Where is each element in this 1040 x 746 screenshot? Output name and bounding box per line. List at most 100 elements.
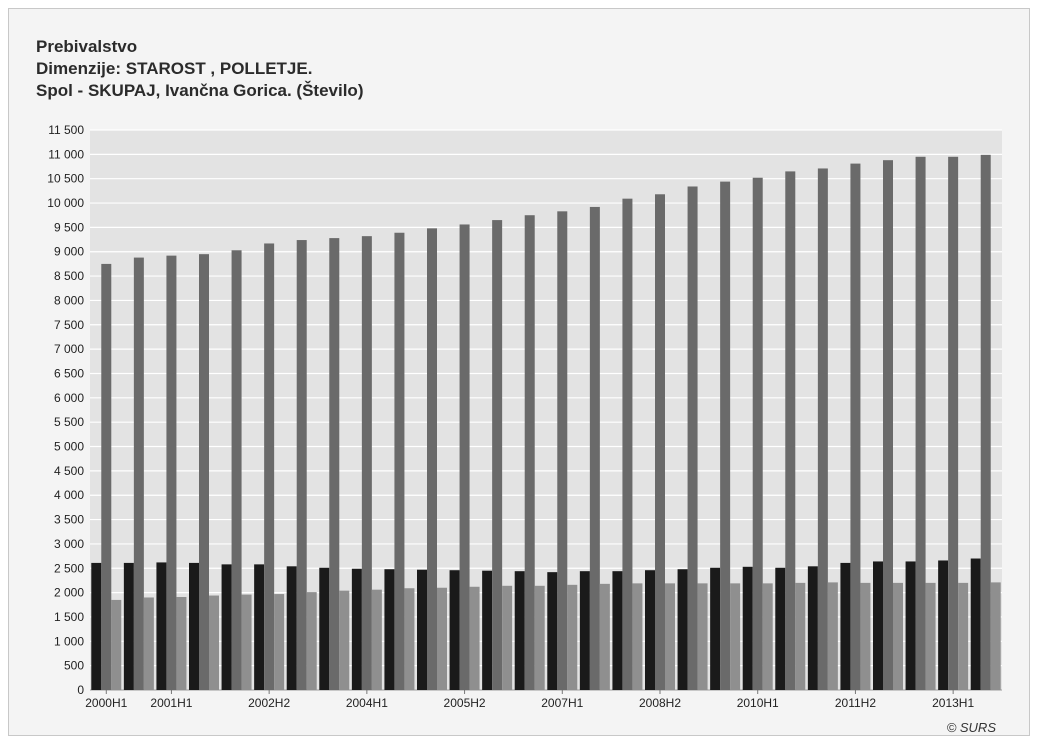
y-tick-label: 7 500: [54, 318, 84, 332]
bar: [622, 198, 633, 690]
bar: [807, 566, 818, 690]
y-tick-label: 5 500: [54, 415, 84, 429]
y-tick-label: 5 000: [54, 440, 84, 454]
bar: [687, 186, 698, 691]
y-tick-label: 11 500: [48, 123, 84, 137]
bar: [990, 582, 1001, 690]
x-tick-label: 2011H2: [835, 696, 876, 710]
y-tick-label: 2 500: [54, 561, 84, 575]
bar: [567, 584, 578, 690]
bar: [319, 567, 330, 690]
bar: [795, 582, 806, 690]
bar: [176, 596, 187, 690]
bar: [143, 597, 154, 690]
y-tick-label: 2 000: [54, 586, 84, 600]
bar: [231, 250, 242, 690]
bar: [296, 240, 307, 690]
bar: [254, 564, 265, 690]
x-tick-label: 2013H1: [932, 696, 974, 710]
bar: [189, 562, 199, 690]
bar: [221, 564, 232, 690]
x-tick-label: 2007H1: [541, 696, 583, 710]
bar: [427, 228, 437, 690]
bar: [925, 582, 936, 690]
bar: [599, 583, 610, 690]
x-tick-label: 2001H1: [150, 696, 192, 710]
bar: [677, 569, 688, 690]
bar: [645, 570, 655, 690]
bar: [209, 595, 219, 690]
bar: [404, 588, 415, 690]
bar: [534, 585, 545, 690]
bar: [351, 568, 362, 690]
bar: [459, 224, 470, 691]
bar: [417, 569, 427, 690]
y-tick-label: 1 000: [54, 634, 84, 648]
bar: [730, 583, 741, 690]
y-tick-label: 8 000: [54, 293, 84, 307]
bar: [762, 583, 773, 690]
x-tick-label: 2000H1: [85, 696, 127, 710]
x-tick-label: 2008H2: [639, 696, 681, 710]
y-tick-label: 4 000: [54, 488, 84, 502]
bar: [827, 582, 838, 690]
bar: [264, 243, 275, 690]
y-tick-label: 7 000: [54, 342, 84, 356]
bar: [817, 168, 828, 691]
bar: [306, 592, 317, 690]
bar: [980, 154, 991, 690]
chart-title: Prebivalstvo Dimenzije: STAROST , POLLET…: [36, 36, 363, 102]
bar: [394, 232, 405, 690]
bar: [752, 177, 763, 690]
bar: [199, 254, 209, 690]
bar: [492, 220, 503, 690]
bar: [547, 572, 558, 690]
y-tick-label: 6 500: [54, 366, 84, 380]
title-line-3: Spol - SKUPAJ, Ivančna Gorica. (Število): [36, 81, 364, 100]
bar: [958, 582, 969, 690]
bar: [710, 567, 721, 690]
x-tick-label: 2005H2: [444, 696, 486, 710]
bar: [111, 599, 122, 690]
bar: [361, 236, 372, 690]
bar: [123, 562, 134, 690]
bar: [91, 562, 102, 690]
bar: [274, 594, 285, 690]
x-tick-label: 2004H1: [346, 696, 388, 710]
bar: [970, 558, 981, 690]
bar: [514, 571, 525, 690]
y-tick-label: 0: [77, 683, 84, 697]
y-tick-label: 500: [64, 659, 84, 673]
y-tick-label: 9 500: [54, 220, 84, 234]
bar: [101, 263, 112, 690]
bar: [156, 562, 167, 690]
bar: [437, 587, 447, 690]
bar: [449, 570, 460, 690]
bar: [579, 571, 590, 690]
bar: [241, 594, 252, 690]
y-tick-label: 3 500: [54, 513, 84, 527]
bar: [893, 582, 903, 690]
bar: [524, 215, 535, 690]
bar: [286, 566, 297, 690]
y-tick-label: 6 000: [54, 391, 84, 405]
bar: [133, 257, 144, 690]
bar: [860, 582, 871, 690]
y-tick-label: 10 500: [47, 172, 84, 186]
bar: [384, 569, 395, 690]
bar: [850, 163, 861, 691]
bar: [339, 590, 350, 690]
y-tick-label: 9 000: [54, 245, 84, 259]
bar: [502, 585, 513, 690]
bar: [873, 561, 883, 690]
bar: [697, 583, 708, 690]
x-tick-label: 2002H2: [248, 696, 290, 710]
title-line-1: Prebivalstvo: [36, 37, 138, 56]
bar: [632, 583, 643, 690]
bar: [665, 583, 675, 690]
bar: [589, 206, 600, 690]
bar: [166, 255, 177, 691]
bar: [742, 566, 753, 690]
bar: [905, 561, 916, 690]
x-tick-label: 2010H1: [737, 696, 779, 710]
